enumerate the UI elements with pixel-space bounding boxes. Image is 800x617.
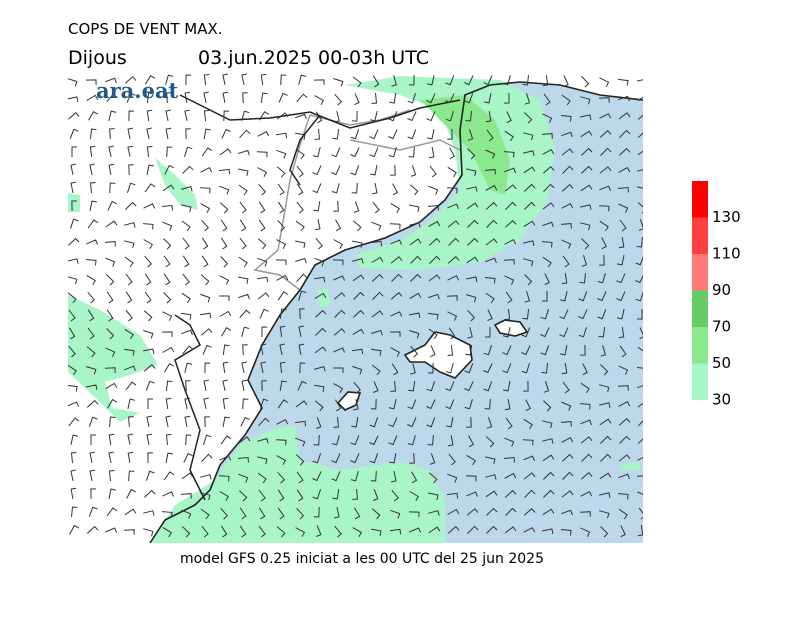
legend-label: 90 xyxy=(712,281,731,299)
wind-zone-30 xyxy=(318,288,330,308)
wind-zone-30 xyxy=(620,462,640,470)
map-footer: model GFS 0.25 iniciat a les 00 UTC del … xyxy=(180,551,544,567)
map-period: 03.jun.2025 00-03h UTC xyxy=(198,47,429,69)
legend-swatch xyxy=(692,327,708,364)
land xyxy=(68,73,643,543)
island-ibiza xyxy=(336,391,362,411)
map xyxy=(68,73,643,543)
legend-label: 110 xyxy=(712,245,741,263)
island-mallorca xyxy=(403,331,473,379)
legend-swatch xyxy=(692,363,708,400)
legend-swatch xyxy=(692,181,708,218)
country-borders xyxy=(174,94,461,501)
color-scale: 30 50 70 90 110 130 xyxy=(692,181,741,409)
wind-zone-30 xyxy=(68,193,80,212)
wind-zone-30 xyxy=(345,76,555,270)
legend-label: 30 xyxy=(712,391,731,409)
legend-swatch xyxy=(692,290,708,327)
wind-zone-30 xyxy=(155,158,198,210)
legend-swatch xyxy=(692,217,708,254)
wind-zone-30 xyxy=(150,425,445,543)
legend-swatch xyxy=(692,254,708,291)
wind-barbs xyxy=(68,73,643,538)
map-title: COPS DE VENT MAX. xyxy=(68,20,223,38)
legend-label: 130 xyxy=(712,208,741,226)
legend-label: 70 xyxy=(712,318,731,336)
wind-zone-30 xyxy=(68,295,158,422)
coastline xyxy=(149,81,643,543)
logo: ara.eat xyxy=(96,78,179,103)
map-day: Dijous xyxy=(68,47,127,69)
legend-label: 50 xyxy=(712,354,731,372)
